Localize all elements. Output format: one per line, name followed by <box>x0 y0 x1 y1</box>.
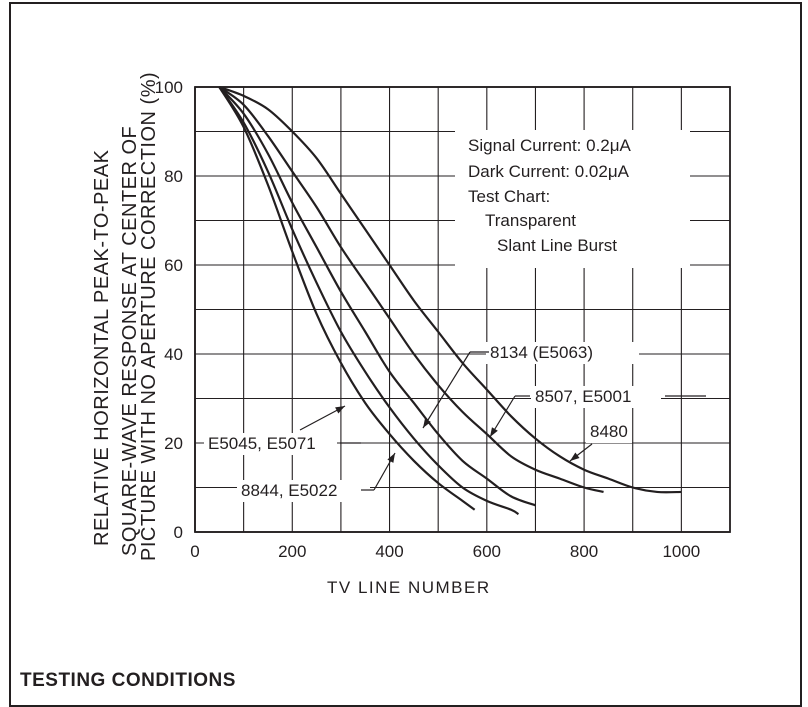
series-label-4-bg <box>586 421 632 443</box>
series-label-3: 8507, E5001 <box>535 387 631 406</box>
arrow-e5045-head <box>335 406 345 414</box>
x-tick-label: 200 <box>278 542 306 561</box>
arrow-8507-head <box>490 427 498 437</box>
x-axis-label: TV LINE NUMBER <box>327 578 491 597</box>
x-tick-label: 400 <box>375 542 403 561</box>
series-line-0 <box>218 86 476 511</box>
series-line-4 <box>218 85 682 494</box>
y-tick-label: 20 <box>164 434 183 453</box>
dark-current-text: Dark Current: 0.02μA <box>468 162 630 181</box>
arrow-8480-head <box>570 452 580 461</box>
test-chart-line1-text: Transparent <box>485 211 576 230</box>
series-label-3-bg <box>531 386 661 408</box>
series-line-2 <box>218 86 536 507</box>
series-label-2: 8134 (E5063) <box>490 343 593 362</box>
arrow-8134-head <box>423 418 431 428</box>
series-line-1 <box>218 86 520 516</box>
signal-current-text: Signal Current: 0.2μA <box>468 136 632 155</box>
x-tick-label: 0 <box>190 542 199 561</box>
series-label-4: 8480 <box>590 422 628 441</box>
y-tick-label: 60 <box>164 256 183 275</box>
series-label-0-bg <box>204 433 337 455</box>
series-label-2-bg <box>486 342 639 364</box>
series-label-1-bg <box>237 480 370 502</box>
y-tick-label: 0 <box>174 523 183 542</box>
arrow-8134 <box>422 351 471 429</box>
series-label-1: 8844, E5022 <box>241 481 337 500</box>
x-tick-label: 800 <box>570 542 598 561</box>
plot-border <box>194 86 731 533</box>
info-box <box>455 130 690 268</box>
arrow-8844-head <box>387 453 395 463</box>
x-tick-label: 600 <box>473 542 501 561</box>
y-tick-label: 80 <box>164 167 183 186</box>
series-line-3 <box>218 86 604 494</box>
test-chart-text: Test Chart: <box>468 187 550 206</box>
y-tick-label: 40 <box>164 345 183 364</box>
x-tick-label: 1000 <box>662 542 700 561</box>
section-heading: TESTING CONDITIONS <box>20 670 236 691</box>
y-tick-label: 100 <box>155 78 183 97</box>
series-label-0: E5045, E5071 <box>208 434 316 453</box>
test-chart-line2-text: Slant Line Burst <box>497 236 617 255</box>
